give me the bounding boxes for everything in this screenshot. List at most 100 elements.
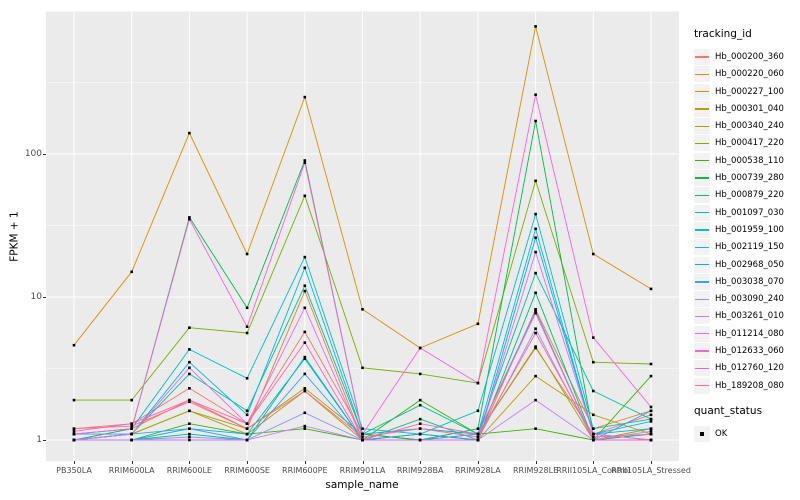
data-point [303, 284, 307, 287]
data-point [592, 438, 595, 442]
legend-label: Hb_002968_050 [715, 259, 784, 270]
data-point [245, 325, 249, 328]
legend-line-swatch-icon [695, 194, 709, 197]
data-point [245, 409, 249, 413]
data-point [303, 95, 307, 99]
chart-svg [46, 11, 679, 461]
data-point [303, 424, 307, 428]
data-point [476, 427, 480, 430]
legend-line-swatch-icon [695, 90, 709, 93]
data-point [418, 417, 422, 421]
data-point [649, 413, 653, 417]
y-tick-mark [43, 296, 46, 298]
legend-line-swatch-icon [695, 108, 709, 110]
data-point [303, 255, 307, 259]
legend-line-swatch-icon [695, 142, 709, 145]
data-point [188, 427, 191, 430]
data-point [188, 435, 191, 439]
data-point [476, 432, 480, 436]
legend-line-swatch-icon [695, 298, 709, 300]
legend-key [694, 308, 710, 325]
legend-key [694, 187, 710, 204]
legend-key [694, 291, 710, 308]
legend-line-swatch-icon [695, 263, 709, 266]
data-point [534, 119, 537, 123]
legend-item-Hb_002968_050: Hb_002968_050 [694, 256, 800, 273]
data-point [534, 311, 537, 315]
data-point [72, 398, 76, 402]
legend-label: Hb_000340_240 [715, 121, 784, 132]
legend-label: Hb_189208_080 [715, 380, 784, 391]
data-point [72, 427, 76, 430]
x-tick-label: RRIM600SE [224, 466, 270, 475]
data-point [361, 308, 364, 311]
legend-item-Hb_003261_010: Hb_003261_010 [694, 308, 800, 325]
data-point [418, 372, 422, 376]
x-tick-mark [362, 461, 364, 464]
data-point [361, 366, 364, 370]
data-point [592, 252, 595, 256]
legend-label: Hb_000301_040 [715, 103, 784, 114]
data-point [476, 322, 480, 326]
y-tick-label: 1 [36, 435, 42, 445]
data-point [245, 432, 249, 436]
data-point [418, 432, 422, 436]
black-square-marker-icon [700, 431, 704, 436]
data-point [534, 291, 537, 295]
data-point [188, 360, 191, 364]
data-point [476, 438, 480, 442]
data-point [188, 409, 191, 413]
legend-item-Hb_012633_060: Hb_012633_060 [694, 343, 800, 360]
legend-key [694, 83, 710, 100]
legend-item-Hb_000227_100: Hb_000227_100 [694, 83, 800, 100]
data-point [245, 252, 249, 256]
legend-item-Hb_000200_360: Hb_000200_360 [694, 49, 800, 65]
data-point [130, 270, 133, 274]
data-point [592, 336, 595, 339]
legend-item-Hb_001959_100: Hb_001959_100 [694, 221, 800, 238]
legend-line-swatch-icon [695, 281, 709, 283]
data-point [303, 306, 307, 310]
data-point [418, 422, 422, 425]
x-tick-label: RRII105LA_Control [556, 466, 631, 475]
data-point [649, 362, 653, 366]
x-tick-label: RRIM600LA [108, 466, 155, 475]
legend-line-swatch-icon [695, 212, 709, 214]
data-point [188, 366, 191, 370]
x-tick-label: RRIM600LE [166, 466, 212, 475]
data-point [303, 387, 307, 390]
data-point [534, 179, 537, 183]
legend-item-Hb_000340_240: Hb_000340_240 [694, 118, 800, 135]
legend-label: Hb_000227_100 [715, 86, 784, 97]
data-point [649, 432, 653, 436]
data-point [649, 405, 653, 409]
data-point [188, 217, 191, 221]
legend-key [694, 118, 710, 135]
data-point [476, 409, 480, 413]
legend-line-swatch-icon [695, 315, 709, 318]
y-tick-label: 10 [30, 292, 42, 302]
legend-line-swatch-icon [695, 246, 709, 248]
legend-line-swatch-icon [695, 385, 709, 387]
x-tick-mark [477, 461, 479, 464]
data-point [245, 422, 249, 425]
data-point [303, 427, 307, 430]
data-point [418, 398, 422, 402]
data-point [649, 427, 653, 430]
data-point [534, 93, 537, 96]
legend-item-Hb_012760_120: Hb_012760_120 [694, 360, 800, 377]
data-point [534, 212, 537, 216]
legend-label: Hb_012760_120 [715, 363, 784, 374]
data-point [649, 287, 653, 291]
data-point [534, 398, 537, 402]
data-point [418, 427, 422, 430]
plot-panel [46, 11, 679, 461]
legend-key [694, 204, 710, 221]
legend: tracking_id Hb_000200_360 Hb_000220_060 Hb… [694, 28, 800, 443]
legend-line-swatch-icon [695, 333, 709, 335]
legend-item-Hb_000739_280: Hb_000739_280 [694, 170, 800, 187]
data-point [303, 159, 307, 162]
legend-title-quant-status: quant_status [694, 404, 763, 417]
legend-label: Hb_003261_010 [715, 311, 784, 322]
data-point [188, 216, 191, 219]
